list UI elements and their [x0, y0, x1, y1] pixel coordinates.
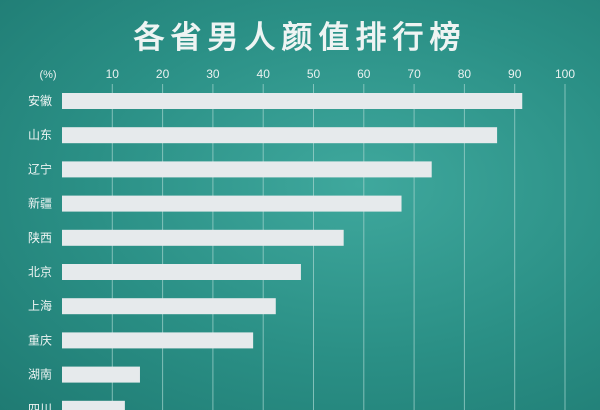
bar [62, 229, 344, 246]
category-label: 山东 [28, 128, 52, 142]
bar [62, 298, 276, 315]
x-tick-label: 60 [357, 67, 371, 81]
bar [62, 127, 498, 144]
x-tick-label: 50 [307, 67, 321, 81]
x-tick-label: 100 [555, 67, 575, 81]
bar [62, 332, 254, 349]
category-label: 陕西 [28, 230, 52, 245]
axis-unit-label: (%) [39, 69, 56, 81]
category-label: 新疆 [28, 196, 52, 211]
category-label: 湖南 [28, 367, 52, 382]
bar [62, 161, 432, 178]
bar [62, 366, 140, 383]
bar [62, 400, 125, 410]
category-label: 北京 [28, 265, 52, 279]
category-label: 重庆 [28, 333, 52, 347]
category-label: 四川 [28, 402, 52, 410]
bar [62, 93, 523, 109]
x-tick-label: 20 [156, 67, 170, 81]
category-label: 辽宁 [28, 161, 52, 176]
x-tick-label: 30 [206, 67, 220, 81]
chart-title: 各省男人颜值排行榜 [133, 20, 467, 56]
bar [62, 264, 301, 280]
x-tick-label: 80 [458, 67, 472, 81]
x-tick-label: 90 [508, 67, 522, 81]
x-tick-label: 40 [257, 67, 271, 81]
x-tick-label: 70 [407, 67, 421, 81]
x-tick-label: 10 [106, 67, 120, 81]
category-label: 上海 [28, 298, 52, 313]
bar [62, 195, 402, 212]
category-label: 安徽 [28, 93, 52, 108]
